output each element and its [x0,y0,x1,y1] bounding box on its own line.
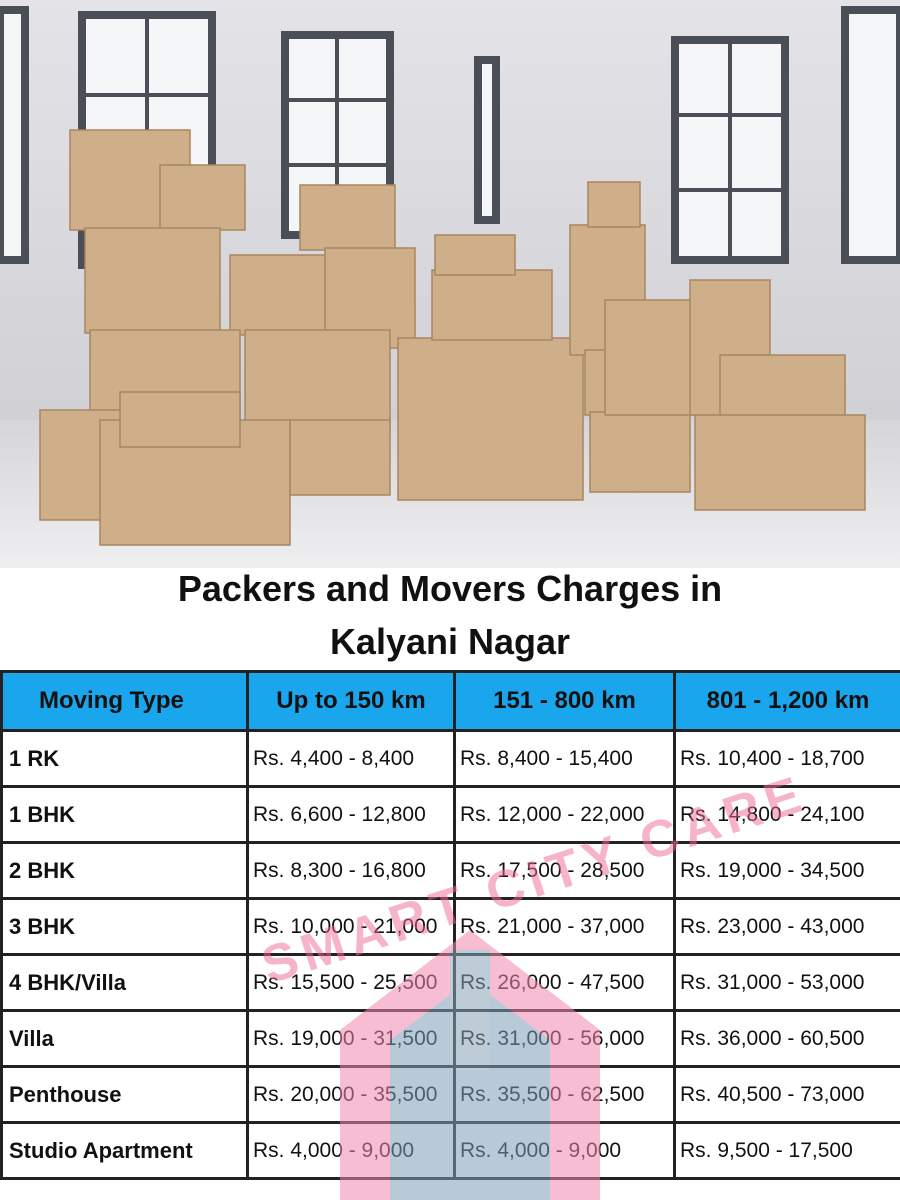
table-row: 1 BHK Rs. 6,600 - 12,800 Rs. 12,000 - 22,0… [0,785,900,844]
row-label: Penthouse [0,1065,249,1124]
price-cell: Rs. 9,500 - 17,500 [673,1121,900,1180]
price-cell: Rs. 40,500 - 73,000 [673,1065,900,1124]
column-header: 801 - 1,200 km [673,670,900,732]
column-header: 151 - 800 km [453,670,676,732]
price-cell: Rs. 26,000 - 47,500 [453,953,676,1012]
price-cell: Rs. 4,000 - 9,000 [246,1121,456,1180]
table-row: 2 BHK Rs. 8,300 - 16,800 Rs. 17,500 - 28,5… [0,841,900,900]
price-cell: Rs. 20,000 - 35,500 [246,1065,456,1124]
row-label: 2 BHK [0,841,249,900]
price-cell: Rs. 6,600 - 12,800 [246,785,456,844]
row-label: 1 BHK [0,785,249,844]
price-cell: Rs. 12,000 - 22,000 [453,785,676,844]
price-cell: Rs. 4,400 - 8,400 [246,729,456,788]
price-cell: Rs. 21,000 - 37,000 [453,897,676,956]
table-row: 3 BHK Rs. 10,000 - 21,000 Rs. 21,000 - 37,… [0,897,900,956]
price-cell: Rs. 8,400 - 15,400 [453,729,676,788]
row-label: Studio Apartment [0,1121,249,1180]
price-cell: Rs. 31,000 - 56,000 [453,1009,676,1068]
table-row: 1 RK Rs. 4,400 - 8,400 Rs. 8,400 - 15,400 R… [0,729,900,788]
price-cell: Rs. 36,000 - 60,500 [673,1009,900,1068]
price-cell: Rs. 8,300 - 16,800 [246,841,456,900]
price-table: Moving Type Up to 150 km 151 - 800 km 801 -… [0,670,900,1180]
price-cell: Rs. 19,000 - 34,500 [673,841,900,900]
row-label: 3 BHK [0,897,249,956]
table-row: Penthouse Rs. 20,000 - 35,500 Rs. 35,500 -… [0,1065,900,1124]
column-header: Moving Type [0,670,249,732]
price-cell: Rs. 17,500 - 28,500 [453,841,676,900]
row-label: 1 RK [0,729,249,788]
row-label: Villa [0,1009,249,1068]
price-cell: Rs. 31,000 - 53,000 [673,953,900,1012]
table-body: 1 RK Rs. 4,400 - 8,400 Rs. 8,400 - 15,400 R… [0,729,900,1180]
price-cell: Rs. 10,000 - 21,000 [246,897,456,956]
table-row: Villa Rs. 19,000 - 31,500 Rs. 31,000 - 56,… [0,1009,900,1068]
price-cell: Rs. 19,000 - 31,500 [246,1009,456,1068]
price-cell: Rs. 10,400 - 18,700 [673,729,900,788]
price-cell: Rs. 14,800 - 24,100 [673,785,900,844]
hero-photo [0,0,900,568]
row-label: 4 BHK/Villa [0,953,249,1012]
column-header: Up to 150 km [246,670,456,732]
title: Packers and Movers Charges in Kalyani Na… [177,568,723,662]
price-cell: Rs. 35,500 - 62,500 [453,1065,676,1124]
header-row: Moving Type Up to 150 km 151 - 800 km 801 -… [0,670,900,732]
price-cell: Rs. 15,500 - 25,500 [246,953,456,1012]
price-cell: Rs. 4,000 - 9,000 [453,1121,676,1180]
table-row: Studio Apartment Rs. 4,000 - 9,000 Rs. 4,0… [0,1121,900,1180]
price-cell: Rs. 23,000 - 43,000 [673,897,900,956]
table-row: 4 BHK/Villa Rs. 15,500 - 25,500 Rs. 26,000… [0,953,900,1012]
